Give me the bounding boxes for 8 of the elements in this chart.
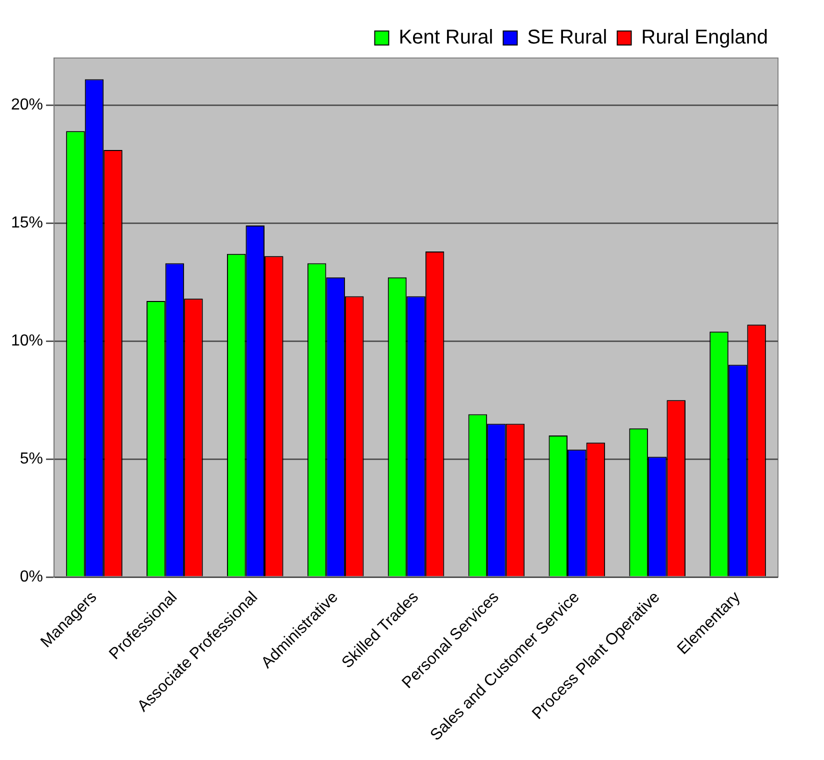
- legend-label: SE Rural: [527, 26, 608, 49]
- y-tick-label: 5%: [20, 450, 44, 468]
- y-tick-label: 10%: [10, 332, 44, 350]
- y-tick-label: 0%: [20, 568, 44, 586]
- legend-label: Kent Rural: [398, 26, 494, 49]
- y-tick-label: 15%: [10, 214, 44, 232]
- y-tick-label: 20%: [10, 96, 44, 114]
- legend-label: Rural England: [641, 26, 768, 49]
